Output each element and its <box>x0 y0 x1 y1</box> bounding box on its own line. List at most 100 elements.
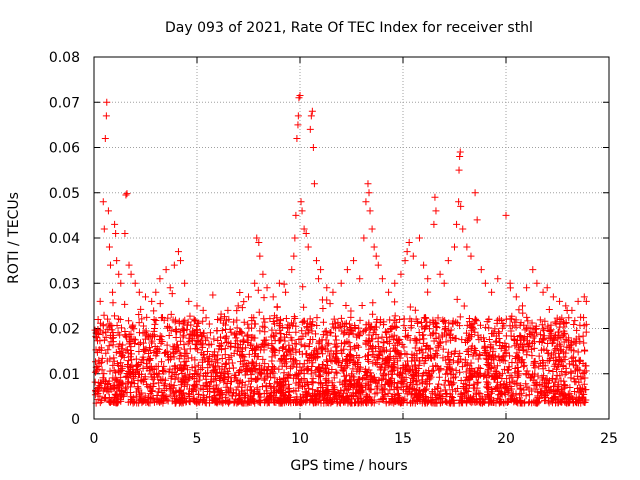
data-point <box>135 396 143 404</box>
data-point <box>127 383 135 391</box>
data-point <box>567 368 575 376</box>
data-point <box>441 317 449 325</box>
data-point <box>394 335 402 343</box>
data-point <box>465 332 473 340</box>
data-point <box>492 383 500 391</box>
data-point <box>386 339 394 347</box>
data-point <box>264 395 272 403</box>
data-point <box>295 384 303 392</box>
data-point <box>369 299 377 307</box>
data-point <box>349 373 357 381</box>
data-point <box>369 350 377 358</box>
data-point <box>174 374 182 382</box>
data-point <box>290 313 298 321</box>
data-point <box>199 343 207 351</box>
data-point <box>466 372 474 380</box>
data-point <box>143 380 151 388</box>
data-point <box>300 360 308 368</box>
data-point <box>475 398 483 406</box>
data-point <box>186 312 194 320</box>
data-point <box>402 382 410 390</box>
data-point <box>444 369 452 377</box>
data-point <box>166 385 174 393</box>
data-point <box>111 220 119 228</box>
data-point <box>500 365 508 373</box>
data-point <box>237 358 245 366</box>
data-point <box>463 360 471 368</box>
data-point <box>258 383 266 391</box>
data-point <box>365 189 373 197</box>
data-point <box>215 394 223 402</box>
data-point <box>338 395 346 403</box>
data-point <box>189 387 197 395</box>
data-point <box>135 310 143 318</box>
data-point <box>259 322 267 330</box>
data-point <box>119 341 127 349</box>
data-point <box>582 386 590 394</box>
data-point <box>292 322 300 330</box>
data-point <box>167 310 175 318</box>
data-point <box>580 339 588 347</box>
data-point <box>493 316 501 324</box>
data-point <box>309 386 317 394</box>
data-point <box>386 386 394 394</box>
data-point <box>319 350 327 358</box>
data-point <box>214 351 222 359</box>
data-point <box>428 399 436 407</box>
data-point <box>462 368 470 376</box>
data-point <box>327 329 335 337</box>
data-point <box>561 356 569 364</box>
y-tick-label: 0.06 <box>49 141 80 157</box>
data-point <box>269 293 277 301</box>
data-point <box>104 315 112 323</box>
data-point <box>111 375 119 383</box>
data-point <box>256 327 264 335</box>
data-point <box>509 322 517 330</box>
data-point <box>328 398 336 406</box>
data-point <box>535 398 543 406</box>
data-point <box>200 351 208 359</box>
data-point <box>240 318 248 326</box>
data-point <box>481 396 489 404</box>
data-point <box>270 332 278 340</box>
data-point <box>280 374 288 382</box>
data-point <box>299 283 307 291</box>
data-point <box>544 349 552 357</box>
data-point <box>137 305 145 313</box>
data-point <box>483 383 491 391</box>
data-point <box>391 312 399 320</box>
data-point <box>244 331 252 339</box>
data-point <box>170 369 178 377</box>
data-point <box>493 362 501 370</box>
data-point <box>255 239 263 247</box>
data-point <box>401 367 409 375</box>
data-point <box>230 349 238 357</box>
data-point <box>415 361 423 369</box>
data-point <box>565 314 573 322</box>
data-point <box>321 379 329 387</box>
data-point <box>401 395 409 403</box>
y-tick-label: 0.08 <box>49 50 80 66</box>
data-point <box>139 364 147 372</box>
data-point <box>271 320 279 328</box>
data-point <box>362 339 370 347</box>
data-point <box>114 329 122 337</box>
data-point <box>309 397 317 405</box>
data-point <box>267 373 275 381</box>
data-point <box>276 315 284 323</box>
data-point <box>191 330 199 338</box>
data-point <box>539 325 547 333</box>
data-point <box>212 375 220 383</box>
data-point <box>356 316 364 324</box>
data-point <box>382 329 390 337</box>
data-point <box>112 229 120 237</box>
data-point <box>228 392 236 400</box>
data-point <box>148 297 156 305</box>
data-point <box>530 397 538 405</box>
data-point <box>386 316 394 324</box>
data-point <box>356 329 364 337</box>
data-point <box>231 330 239 338</box>
data-point <box>390 336 398 344</box>
data-point <box>195 376 203 384</box>
data-point <box>570 321 578 329</box>
